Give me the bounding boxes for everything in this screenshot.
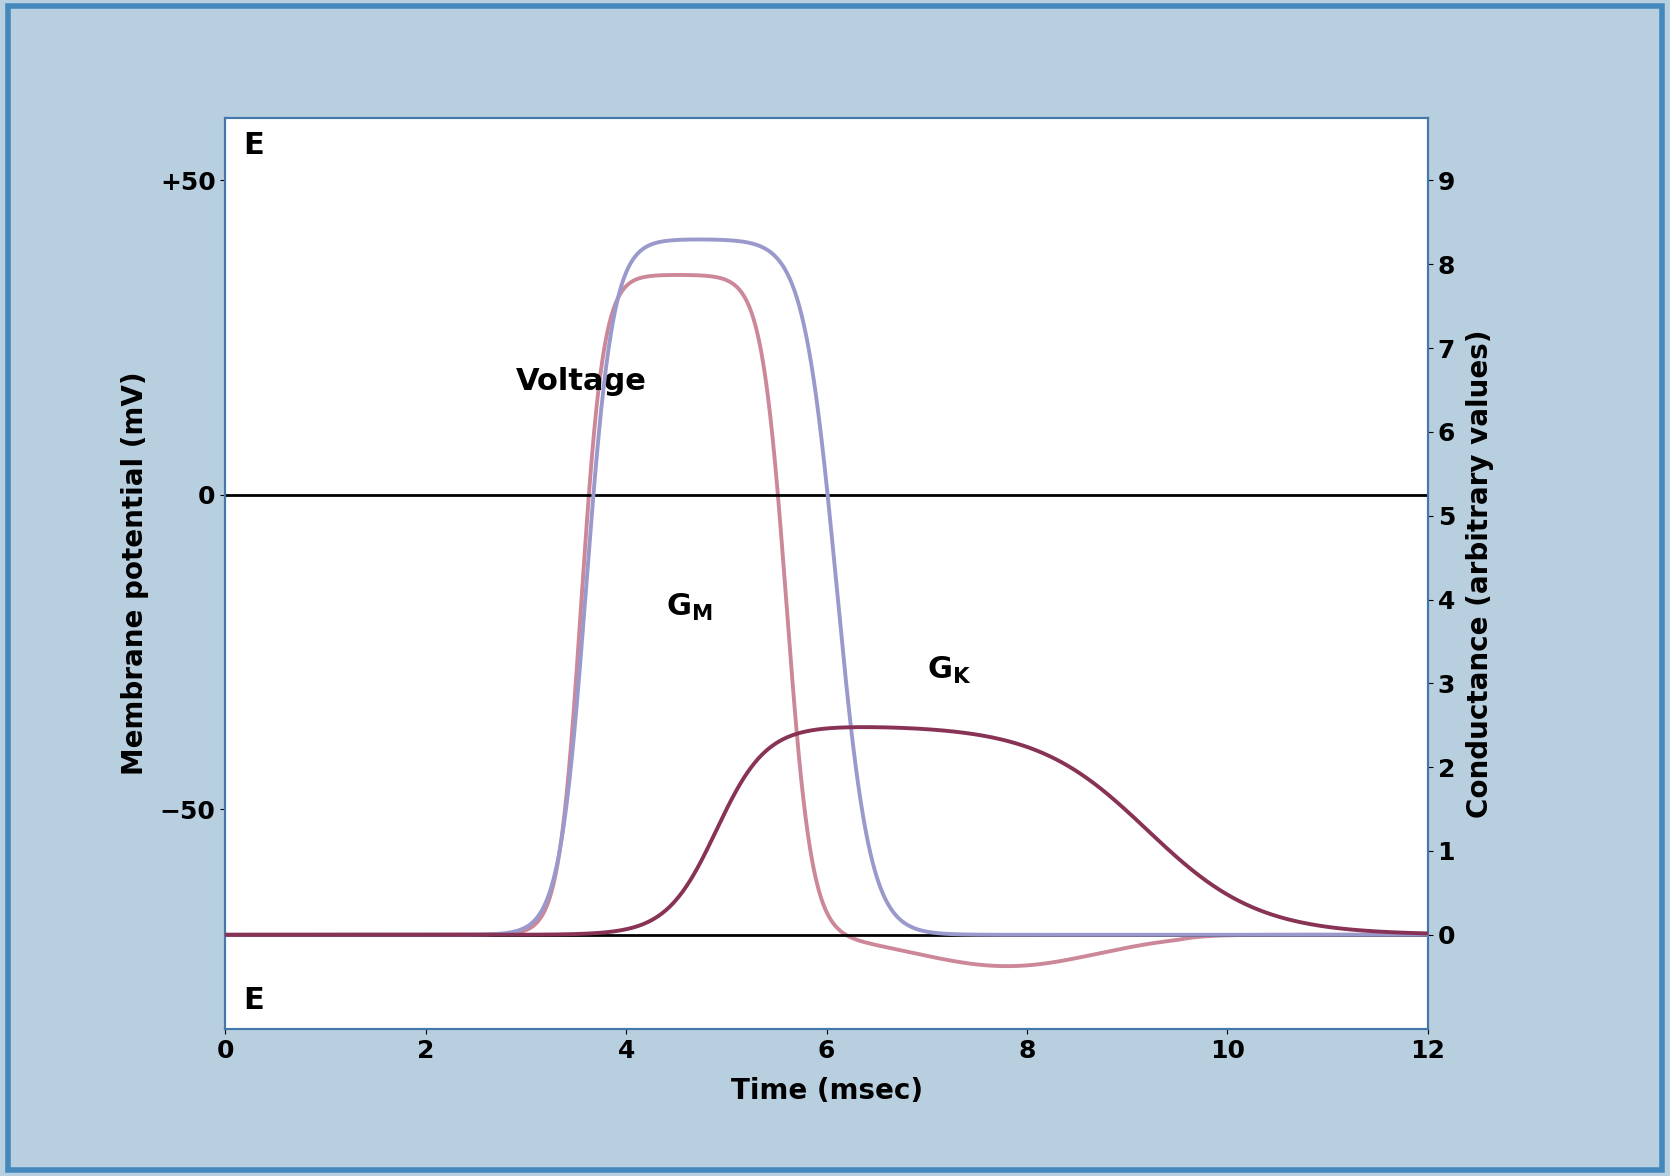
Text: E: E [244,987,264,1015]
Y-axis label: Membrane potential (mV): Membrane potential (mV) [120,372,149,775]
Text: E: E [244,132,264,160]
Text: Voltage: Voltage [516,367,646,396]
Text: $\mathbf{G}_\mathbf{K}$: $\mathbf{G}_\mathbf{K}$ [927,655,972,687]
Text: $\mathbf{G}_\mathbf{M}$: $\mathbf{G}_\mathbf{M}$ [666,593,713,623]
Y-axis label: Conductance (arbitrary values): Conductance (arbitrary values) [1466,329,1495,817]
X-axis label: Time (msec): Time (msec) [730,1076,924,1104]
